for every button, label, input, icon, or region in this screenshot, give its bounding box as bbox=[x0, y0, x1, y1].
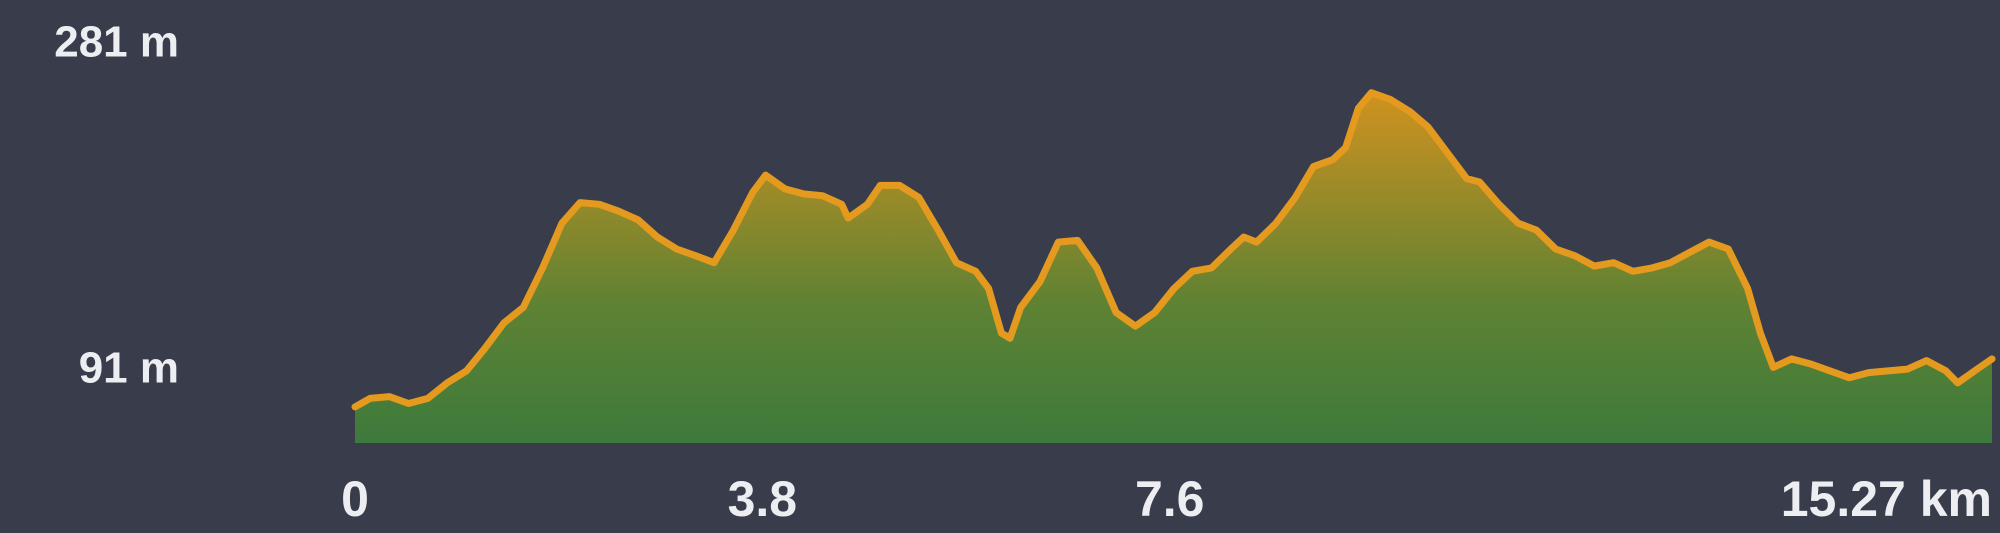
y-tick-label: 91 m bbox=[79, 344, 179, 393]
y-tick-label: 281 m bbox=[54, 17, 179, 66]
elevation-line bbox=[351, 89, 1996, 411]
x-tick-label: 3.8 bbox=[728, 471, 798, 527]
x-tick-label: 15.27 km bbox=[1781, 471, 1992, 527]
x-tick-label: 0 bbox=[341, 471, 369, 527]
x-tick-label: 7.6 bbox=[1135, 471, 1205, 527]
